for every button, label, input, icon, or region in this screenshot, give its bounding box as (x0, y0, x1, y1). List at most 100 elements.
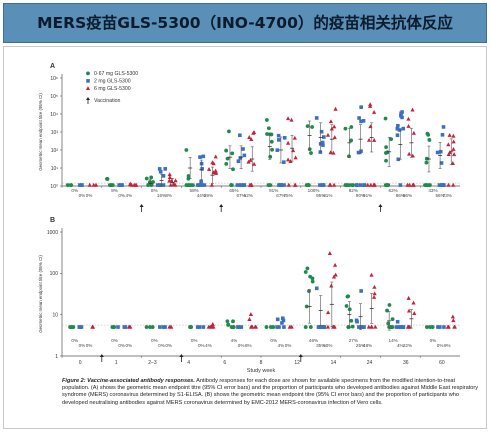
panel-B-point (77, 325, 82, 329)
panel-A-ytick-label: 10² (51, 148, 59, 154)
panel-A-pct-label: 67% (236, 193, 245, 198)
panel-B-point (386, 321, 391, 326)
panel-A-point (224, 148, 229, 153)
panel-A-point (396, 123, 400, 128)
panel-A-pct-label: 65% (229, 188, 238, 193)
panel-A-point (361, 119, 366, 123)
panel-B-point (307, 289, 311, 293)
panel-A-ytick-label: 10⁰ (50, 184, 58, 190)
panel-B-point (369, 272, 374, 277)
slide-title: MERS疫苗GLS-5300（INO-4700）的疫苗相关抗体反应 (37, 14, 453, 32)
panel-A-point (184, 148, 189, 152)
panel-A-pct-label: 29% (204, 193, 213, 198)
panel-A-point (368, 102, 373, 107)
panel-B-point (69, 325, 74, 329)
panel-B-ytick-label: 10 (52, 312, 58, 318)
panel-A-point (400, 115, 404, 120)
panel-B-point (333, 272, 338, 277)
panel-A-point (398, 183, 403, 187)
panel-A-point (117, 183, 122, 187)
panel-B-point (349, 318, 354, 323)
panel-A-point (144, 176, 149, 181)
legend-vaccination-arrowhead (86, 97, 90, 100)
panel-A-point (343, 126, 348, 131)
panel-A-point (359, 119, 363, 124)
panel-B-point (197, 325, 202, 329)
panel-B-point (264, 325, 269, 329)
panel-A-point (427, 138, 432, 142)
panel-A-point (286, 182, 291, 187)
panel-A-point (437, 183, 442, 187)
panel-A-point (314, 116, 319, 120)
panel-B-pct-label: 9% (444, 343, 451, 348)
panel-A-point (277, 138, 281, 142)
panel-B-point (344, 304, 349, 308)
panel-A-pct-label: 62% (389, 188, 398, 193)
panel-A-label: A (50, 63, 55, 70)
panel-A-point (213, 154, 218, 159)
panel-A-point (163, 167, 168, 171)
panel-A-point (266, 183, 271, 188)
panel-B-point (442, 325, 446, 329)
panel-A-point (384, 151, 388, 155)
panel-B-pct-label: 0% (118, 343, 125, 348)
panel-B-xtick-label: 2–3 (148, 360, 157, 366)
panel-B-xtick-label: 12 (294, 360, 300, 366)
panel-A-point (279, 183, 283, 187)
panel-A-point (105, 177, 110, 181)
panel-A-point (285, 116, 291, 121)
panel-B-point (387, 303, 392, 307)
panel-B-point (281, 318, 286, 323)
panel-B-point (225, 319, 230, 324)
panel-A-point (230, 151, 235, 156)
panel-A-point (292, 135, 297, 140)
panel-A-point (439, 161, 444, 165)
panel-A-point (310, 125, 314, 129)
panel-A-point (238, 183, 243, 187)
panel-B-point (446, 324, 451, 329)
panel-A-point (447, 132, 452, 137)
panel-B-point (452, 324, 457, 329)
panel-B-point (390, 317, 395, 321)
panel-B-xtick-label: 6 (223, 360, 226, 366)
panel-B-point (195, 325, 200, 329)
panel-A-point (321, 143, 325, 147)
legend-marker (86, 71, 90, 76)
panel-B-ytick-label: 1 (55, 354, 58, 360)
panel-A-point (186, 174, 191, 178)
panel-A-point (407, 151, 412, 156)
panel-B-point (372, 284, 377, 289)
panel-B-point (188, 325, 192, 329)
panel-A-point (248, 157, 253, 162)
panel-B-point (206, 324, 211, 329)
panel-A-point (265, 132, 269, 136)
panel-B-pct-label: 0% (165, 343, 172, 348)
panel-A-point (247, 182, 253, 187)
panel-A-point (285, 140, 291, 145)
panel-A-point (332, 135, 337, 140)
panel-A-point (435, 150, 440, 155)
panel-B-point (90, 324, 95, 329)
panel-B-point (226, 322, 231, 327)
panel-B-point (395, 319, 400, 324)
panel-B-point (450, 314, 455, 319)
panel-A-point (396, 157, 401, 162)
panel-A-point (129, 182, 134, 187)
panel-B-point (436, 325, 440, 329)
legend-vaccination-label: Vaccination (94, 98, 121, 104)
panel-B-point (359, 325, 364, 329)
panel-A-point (87, 182, 92, 187)
panel-B-point (211, 324, 216, 329)
panel-A-point (452, 152, 457, 157)
panel-B-point (282, 325, 286, 329)
panel-A-point (289, 117, 294, 122)
panel-B-pct-label: 22% (403, 343, 412, 348)
panel-B-point (329, 283, 334, 288)
panel-A-point (268, 154, 273, 159)
panel-A-pct-label: 8% (165, 193, 172, 198)
panel-A-point (309, 151, 313, 155)
panel-A-point (344, 183, 349, 188)
panel-A-point (332, 182, 337, 187)
panel-B-xtick-label: 24 (367, 360, 373, 366)
panel-B-pct-label: 0% (437, 343, 444, 348)
